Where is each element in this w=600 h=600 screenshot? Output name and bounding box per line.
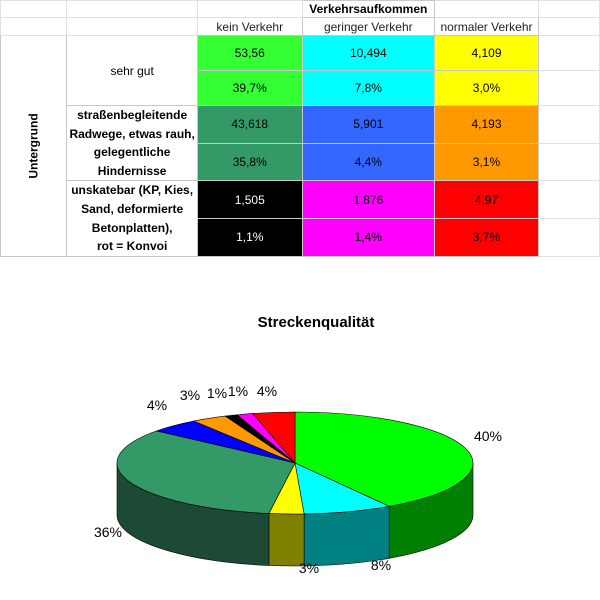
value-cell: 53,56	[196, 35, 303, 71]
row-label-line: Betonplatten),	[91, 220, 173, 235]
value-cell: 5,901	[301, 105, 436, 144]
percent-cell: 3,1%	[434, 142, 539, 182]
percent-cell: 39,7%	[196, 70, 303, 106]
pie-slice-label-1: 8%	[371, 557, 391, 573]
row-label: unskatebar (KP, Kies, Sand, deformierte Be…	[66, 180, 198, 257]
pie-slice-label-8: 4%	[257, 383, 277, 399]
pie-slice-side-2	[268, 513, 305, 567]
pie-slice-label-2: 3%	[299, 560, 319, 576]
pie-slice-label-3: 36%	[94, 524, 122, 540]
row-group-label: Untergrund	[0, 35, 68, 257]
row-label-line: Sand, deformierte	[81, 201, 184, 216]
row-label: straßenbegleitende Radwege, etwas rauh, ge…	[66, 104, 198, 182]
percent-cell: 1,4%	[301, 218, 436, 257]
pie-slice-3	[116, 430, 296, 514]
percent-cell: 1,1%	[196, 218, 303, 257]
row-label: sehr gut	[66, 35, 198, 106]
pie-slice-label-4: 4%	[147, 397, 167, 413]
blank-cell	[537, 218, 600, 257]
value-cell: 10,494	[301, 35, 436, 71]
pie-slice-label-6: 1%	[207, 385, 227, 401]
row-label-line: Radwege, etwas rauh,	[69, 126, 195, 141]
pie-tops	[116, 411, 474, 515]
column-header-normaler-verkehr: normaler Verkehr	[434, 17, 539, 36]
value-cell: 1,505	[196, 180, 303, 220]
value-cell: 4,97	[434, 180, 539, 220]
pie-sides	[116, 462, 474, 567]
row-label-line: rot = Konvoi	[96, 239, 168, 254]
pie-slice-label-7: 1%	[228, 383, 248, 399]
row-label-line: unskatebar (KP, Kies,	[71, 183, 194, 198]
data-table: Verkehrsaufkommen kein Verkehr geringer …	[0, 0, 600, 257]
pie-slice-label-5: 3%	[180, 387, 200, 403]
blank-cell	[0, 17, 68, 36]
pie-slice-0	[294, 411, 474, 507]
pie-labels: 40% 8% 3% 36% 4% 3% 1% 1% 4%	[94, 383, 502, 576]
blank-cell	[537, 35, 600, 71]
pie-slice-1	[294, 462, 391, 515]
row-label-line: sehr gut	[110, 63, 154, 78]
row-label-line: gelegentliche Hindernisse	[93, 145, 171, 178]
column-header-geringer-verkehr: geringer Verkehr	[301, 17, 436, 36]
percent-cell: 3,0%	[434, 70, 539, 106]
blank-cell	[537, 70, 600, 106]
percent-cell: 7,8%	[301, 70, 436, 106]
chart-title: Streckenqualität	[258, 314, 375, 331]
blank-cell	[537, 180, 600, 220]
value-cell: 43,618	[196, 105, 303, 144]
pie-slice-8	[252, 411, 296, 464]
pie-slice-label-0: 40%	[474, 428, 502, 444]
row-label-line: straßenbegleitende	[77, 108, 188, 122]
percent-cell: 35,8%	[196, 142, 303, 182]
